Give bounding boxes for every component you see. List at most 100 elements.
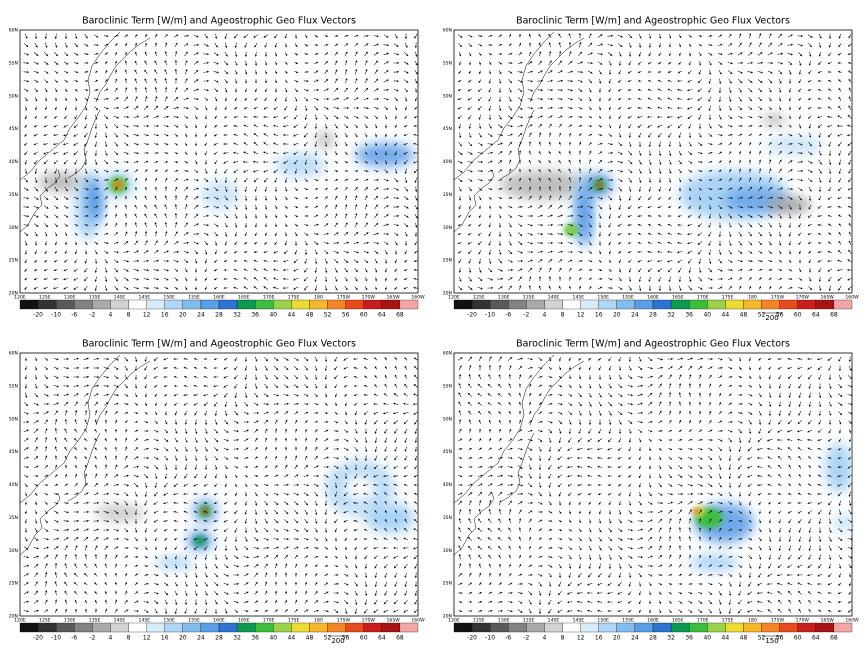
lat-label: 35N [9, 192, 18, 198]
lon-label: 135E [89, 295, 101, 301]
shading [499, 171, 589, 199]
colorbar-label: 36 [251, 312, 259, 319]
lon-label: 145E [139, 295, 151, 301]
lat-label: 30N [9, 548, 18, 554]
lon-label: 170W [796, 618, 810, 624]
lat-label: 25N [443, 258, 452, 264]
colorbar-label: 12 [577, 635, 585, 642]
colorbar-label: -6 [71, 312, 77, 319]
colorbar-label: 52 [324, 312, 332, 319]
lat-label: 50N [443, 416, 452, 422]
colorbar-box [779, 299, 798, 310]
shading [832, 513, 852, 533]
colorbar-box [453, 622, 473, 633]
colorbar-box [146, 299, 165, 310]
lon-label: 175W [337, 295, 351, 301]
colorbar-label: 8 [561, 635, 565, 642]
colorbar-box [200, 622, 220, 633]
lon-label: 160E [213, 295, 225, 301]
colorbar-box [273, 299, 292, 310]
colorbar-label: 36 [685, 635, 693, 642]
lon-label: 130E [64, 618, 76, 624]
lat-label: 50N [9, 93, 18, 99]
colorbar-box [761, 299, 780, 310]
colorbar-box [291, 299, 310, 310]
lat-label: 40N [9, 159, 18, 165]
colorbar-box [399, 299, 419, 310]
colorbar-box [833, 622, 853, 633]
lon-label: 140E [114, 618, 126, 624]
colorbar-label: 40 [703, 312, 711, 319]
lon-label: 130E [498, 618, 510, 624]
lon-label: 125E [39, 618, 51, 624]
colorbar-box [707, 622, 726, 633]
lat-label: 25N [9, 581, 18, 587]
colorbar-label: 44 [722, 635, 730, 642]
lon-label: 165W [386, 295, 400, 301]
colorbar-label: -2 [523, 312, 529, 319]
colorbar-label: 52 [758, 635, 766, 642]
lat-label: 40N [443, 159, 452, 165]
lat-label: 30N [9, 225, 18, 231]
colorbar-label: 32 [233, 635, 241, 642]
lon-label: 175E [722, 295, 734, 301]
map-content [20, 31, 418, 292]
lat-label: 55N [443, 60, 452, 66]
shading [762, 114, 786, 126]
coastline [20, 31, 151, 233]
colorbar-label: -2 [523, 635, 529, 642]
colorbar-label: 28 [215, 635, 223, 642]
vector-ref-label: 150 [765, 637, 778, 645]
colorbar-box [37, 622, 57, 633]
colorbar-box [725, 622, 744, 633]
lon-label: 180 [314, 295, 323, 301]
lon-label: 170W [362, 295, 376, 301]
lat-label: 45N [443, 449, 452, 455]
colorbar-label: 48 [306, 312, 314, 319]
colorbar-box [544, 299, 563, 310]
lon-label: 170W [796, 295, 810, 301]
vector-ref-label: 200 [765, 314, 778, 322]
colorbar-box [345, 299, 364, 310]
colorbar-label: 60 [794, 312, 802, 319]
map-content [454, 31, 852, 292]
colorbar-label: 40 [269, 635, 277, 642]
lon-label: 145E [573, 295, 585, 301]
lon-label: 150E [163, 295, 175, 301]
colorbar-label: 44 [288, 635, 296, 642]
colorbar-box [128, 622, 147, 633]
colorbar-box [725, 299, 744, 310]
colorbar-box [74, 622, 93, 633]
colorbar-box [399, 622, 419, 633]
lon-label: 135E [523, 295, 535, 301]
shading [115, 182, 121, 188]
colorbar-box [218, 622, 238, 633]
colorbar-box [815, 622, 835, 633]
shading [568, 227, 574, 233]
shading [596, 182, 602, 188]
lat-label: 35N [443, 192, 452, 198]
lat-label: 60N [9, 351, 18, 357]
lon-label: 130E [498, 295, 510, 301]
colorbar-label: 68 [396, 635, 404, 642]
colorbar-label: 48 [740, 635, 748, 642]
lon-label: 180 [314, 618, 323, 624]
lon-label: 160W [845, 295, 859, 301]
colorbar-label: 28 [649, 312, 657, 319]
colorbar-label: 68 [396, 312, 404, 319]
lon-label: 125E [39, 295, 51, 301]
colorbar-box [580, 299, 599, 310]
map-panel: Baroclinic Term [W/m] and Ageostrophic G… [443, 16, 859, 323]
lat-label: 20N [443, 614, 452, 620]
colorbar-label: -10 [485, 635, 495, 642]
colorbar-box [110, 622, 129, 633]
panel-title: Baroclinic Term [W/m] and Ageostrophic G… [82, 16, 356, 27]
lon-label: 130E [64, 295, 76, 301]
lon-label: 170E [697, 618, 709, 624]
colorbar-box [634, 622, 654, 633]
colorbar-box [508, 299, 527, 310]
map-panel: Baroclinic Term [W/m] and Ageostrophic G… [9, 339, 425, 646]
colorbar-box [743, 622, 762, 633]
lon-label: 160W [845, 618, 859, 624]
panel-title: Baroclinic Term [W/m] and Ageostrophic G… [516, 339, 790, 350]
